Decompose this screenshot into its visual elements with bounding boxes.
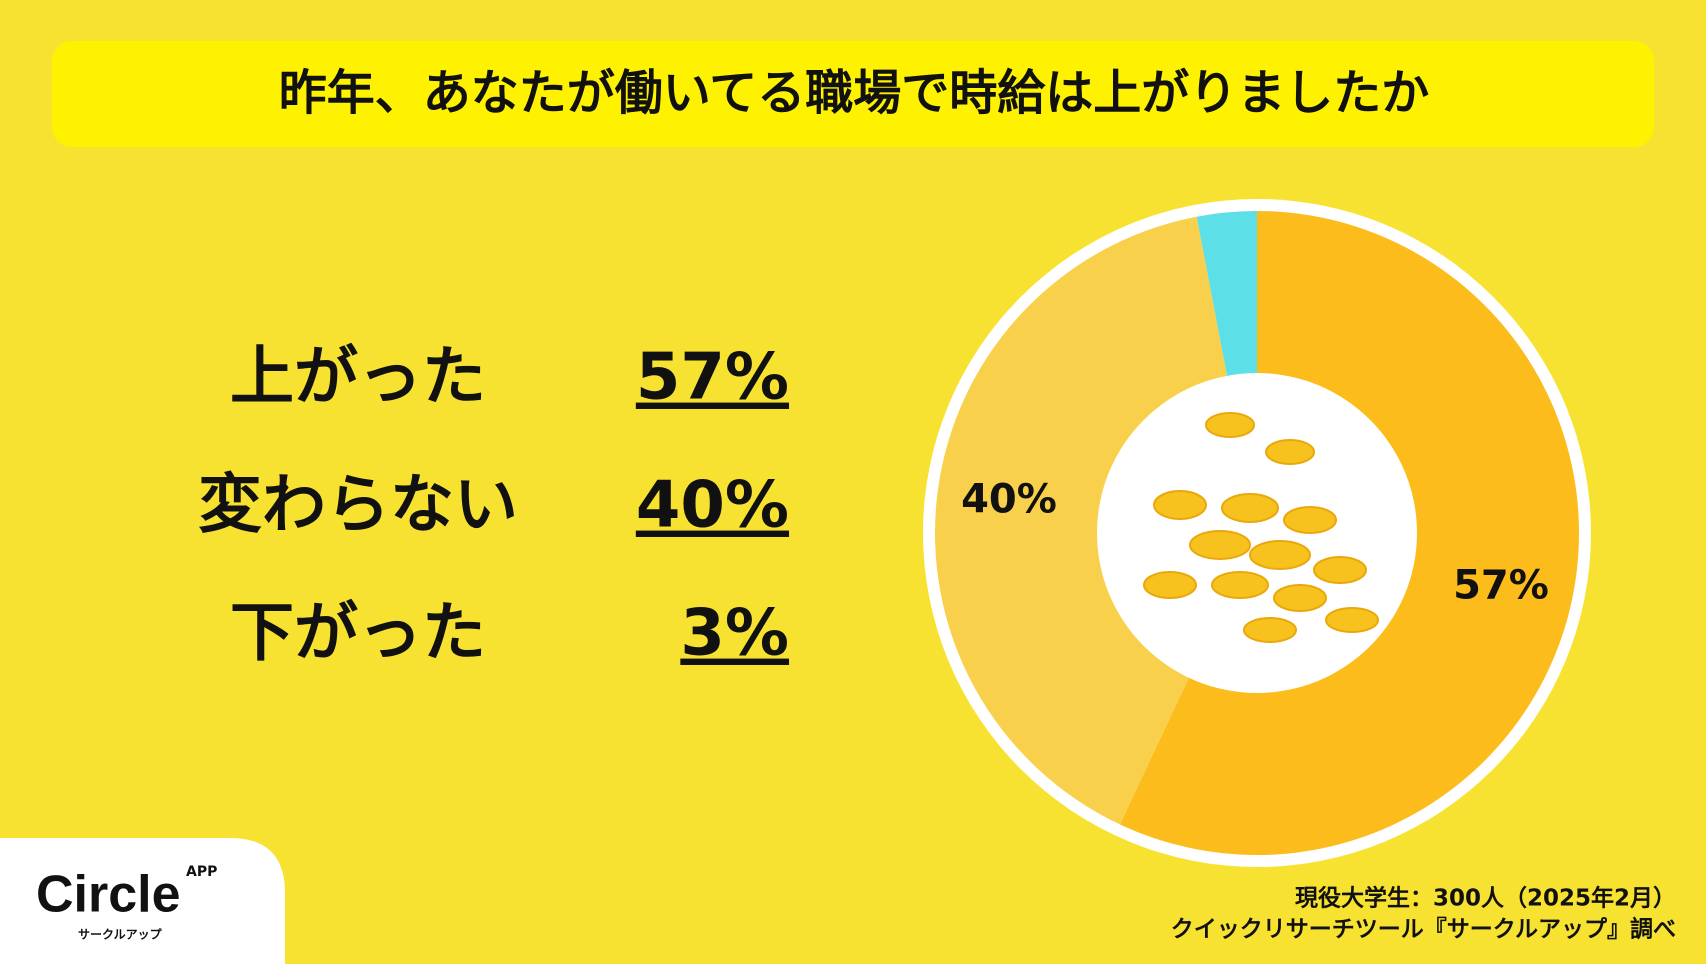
legend-value: 57%: [636, 341, 789, 415]
coins-illustration: [1143, 412, 1379, 643]
logo-kana: サークルアップ: [78, 927, 163, 942]
logo-panel: [0, 838, 285, 964]
legend-label: 変わらない: [198, 469, 518, 543]
slice: [935, 216, 1228, 825]
title-box: [52, 41, 1654, 147]
slice-label: 40%: [961, 477, 1057, 523]
legend-label: 下がった: [230, 597, 486, 671]
source-note: クイックリサーチツール『サークルアップ』調べ: [1171, 916, 1676, 943]
logo-name: Circle: [36, 866, 181, 924]
slice: [1196, 211, 1257, 378]
donut-hole: [1097, 373, 1417, 693]
legend: 上がった 57% 変わらない 40% 下がった 3%: [198, 341, 789, 671]
slice-label: 57%: [1453, 563, 1549, 609]
legend-value: 40%: [636, 469, 789, 543]
slice: [1119, 211, 1579, 855]
legend-value: 3%: [680, 597, 789, 671]
chart-title: 昨年、あなたが働いてる職場で時給は上がりましたか: [279, 65, 1430, 121]
legend-label: 上がった: [230, 341, 486, 415]
logo-badge: APP: [186, 864, 217, 880]
source-note: 現役大学生：300人（2025年2月）: [1295, 885, 1676, 912]
slices: 57% 40%: [935, 211, 1579, 855]
